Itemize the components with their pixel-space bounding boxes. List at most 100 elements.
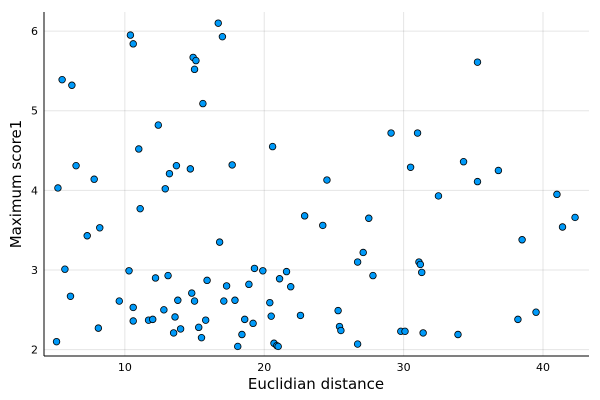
data-point bbox=[126, 31, 135, 39]
data-point bbox=[387, 129, 395, 137]
data-point bbox=[190, 65, 199, 74]
y-tick-label: 4 bbox=[31, 184, 38, 197]
y-tick-label: 3 bbox=[31, 264, 38, 277]
data-point bbox=[214, 19, 222, 27]
x-tick-label: 30 bbox=[397, 361, 411, 374]
data-point bbox=[135, 145, 143, 153]
data-point bbox=[323, 176, 331, 184]
data-point bbox=[250, 264, 259, 273]
data-point bbox=[201, 316, 210, 324]
tick-labels: 10 20 30 40 2 3 4 5 6 bbox=[31, 25, 550, 374]
x-tick-label: 10 bbox=[118, 361, 132, 374]
y-tick-label: 2 bbox=[31, 344, 38, 357]
data-point bbox=[164, 271, 172, 280]
data-point bbox=[129, 303, 137, 312]
data-point bbox=[267, 312, 275, 320]
data-point bbox=[514, 315, 522, 324]
data-point bbox=[571, 213, 579, 222]
data-point bbox=[401, 327, 409, 336]
data-point bbox=[190, 297, 199, 305]
data-point bbox=[231, 296, 239, 304]
data-point bbox=[220, 297, 228, 305]
data-point bbox=[234, 342, 242, 351]
data-point bbox=[222, 282, 231, 290]
y-tick-label: 5 bbox=[31, 105, 38, 118]
data-point bbox=[169, 329, 178, 337]
data-point bbox=[218, 32, 227, 41]
data-point bbox=[406, 163, 415, 171]
data-point bbox=[161, 185, 169, 193]
data-point bbox=[96, 224, 104, 232]
data-point bbox=[419, 329, 427, 337]
data-points bbox=[52, 19, 579, 351]
data-point bbox=[125, 267, 133, 275]
data-point bbox=[416, 260, 425, 269]
data-point bbox=[192, 56, 200, 65]
data-point bbox=[296, 311, 305, 320]
data-point bbox=[337, 326, 345, 335]
data-point bbox=[454, 330, 462, 339]
data-point bbox=[228, 161, 236, 169]
data-point bbox=[66, 292, 75, 300]
data-point bbox=[287, 283, 295, 291]
data-point bbox=[58, 75, 66, 84]
data-point bbox=[353, 258, 362, 266]
data-point bbox=[160, 306, 168, 314]
data-point bbox=[149, 315, 157, 324]
data-point bbox=[215, 238, 224, 246]
data-point bbox=[165, 169, 174, 178]
data-point bbox=[359, 248, 367, 257]
data-point bbox=[518, 236, 526, 244]
data-point bbox=[473, 58, 482, 66]
data-point bbox=[174, 296, 182, 304]
data-point bbox=[52, 337, 61, 346]
y-tick-label: 6 bbox=[31, 25, 38, 38]
x-axis-title: Euclidian distance bbox=[248, 375, 384, 393]
x-tick-label: 40 bbox=[536, 361, 550, 374]
y-axis-title: Maximum score1 bbox=[7, 120, 25, 249]
data-point bbox=[90, 175, 98, 183]
data-point bbox=[494, 166, 503, 175]
data-point bbox=[300, 212, 309, 220]
data-point bbox=[176, 325, 185, 333]
data-point bbox=[319, 221, 327, 230]
data-point bbox=[54, 184, 62, 192]
data-point bbox=[172, 161, 181, 170]
data-point bbox=[369, 271, 377, 280]
data-point bbox=[459, 158, 468, 166]
data-point bbox=[129, 317, 137, 325]
data-point bbox=[268, 142, 277, 151]
data-point bbox=[245, 280, 253, 289]
data-point bbox=[195, 323, 203, 332]
grid-lines bbox=[44, 12, 589, 356]
data-point bbox=[553, 190, 561, 199]
data-point bbox=[197, 333, 206, 342]
data-point bbox=[259, 267, 267, 275]
data-point bbox=[186, 165, 195, 173]
data-point bbox=[266, 298, 274, 307]
data-point bbox=[274, 342, 282, 351]
data-point bbox=[334, 306, 342, 315]
data-point bbox=[68, 81, 76, 89]
data-point bbox=[532, 308, 540, 316]
data-point bbox=[61, 265, 69, 273]
data-point bbox=[129, 40, 137, 48]
data-point bbox=[154, 121, 162, 129]
data-point bbox=[365, 214, 373, 222]
data-point bbox=[151, 274, 160, 282]
axes bbox=[43, 12, 589, 357]
data-point bbox=[353, 340, 362, 348]
data-point bbox=[83, 232, 91, 240]
data-point bbox=[188, 289, 196, 297]
data-point bbox=[199, 99, 207, 108]
data-point bbox=[238, 330, 246, 339]
data-point bbox=[434, 192, 443, 200]
data-point bbox=[115, 297, 123, 305]
data-point bbox=[473, 177, 482, 186]
data-point bbox=[418, 268, 426, 277]
data-point bbox=[275, 275, 284, 283]
data-point bbox=[94, 324, 103, 332]
data-point bbox=[249, 319, 257, 328]
